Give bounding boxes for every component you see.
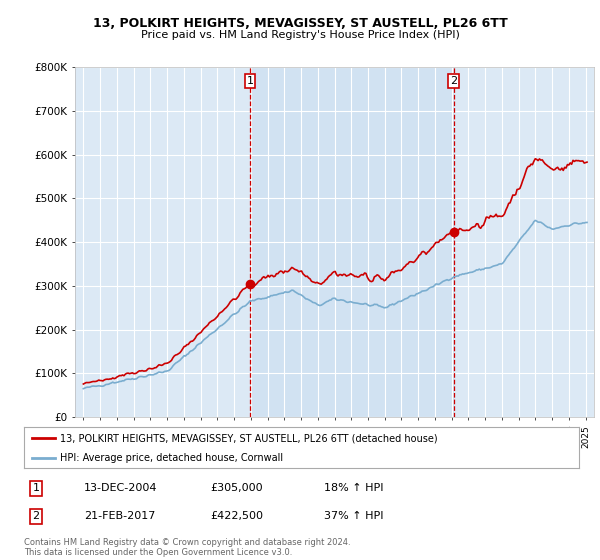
Text: £305,000: £305,000: [210, 483, 263, 493]
Text: 2: 2: [32, 511, 40, 521]
Text: 13, POLKIRT HEIGHTS, MEVAGISSEY, ST AUSTELL, PL26 6TT (detached house): 13, POLKIRT HEIGHTS, MEVAGISSEY, ST AUST…: [60, 433, 438, 443]
Text: 13, POLKIRT HEIGHTS, MEVAGISSEY, ST AUSTELL, PL26 6TT: 13, POLKIRT HEIGHTS, MEVAGISSEY, ST AUST…: [92, 17, 508, 30]
Text: £422,500: £422,500: [210, 511, 263, 521]
Text: 21-FEB-2017: 21-FEB-2017: [84, 511, 155, 521]
Text: 18% ↑ HPI: 18% ↑ HPI: [324, 483, 383, 493]
Text: 1: 1: [32, 483, 40, 493]
Text: 1: 1: [247, 76, 253, 86]
Text: Price paid vs. HM Land Registry's House Price Index (HPI): Price paid vs. HM Land Registry's House …: [140, 30, 460, 40]
Text: 37% ↑ HPI: 37% ↑ HPI: [324, 511, 383, 521]
Text: 2: 2: [450, 76, 457, 86]
Text: 13-DEC-2004: 13-DEC-2004: [84, 483, 157, 493]
Bar: [250, 67, 454, 417]
Text: HPI: Average price, detached house, Cornwall: HPI: Average price, detached house, Corn…: [60, 452, 283, 463]
Text: Contains HM Land Registry data © Crown copyright and database right 2024.
This d: Contains HM Land Registry data © Crown c…: [24, 538, 350, 557]
